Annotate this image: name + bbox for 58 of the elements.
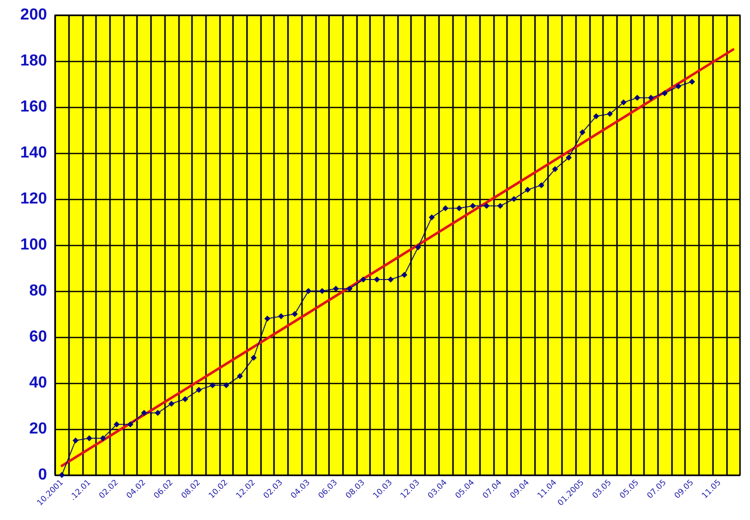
y-tick-label: 120 xyxy=(20,190,48,208)
point xyxy=(332,286,339,292)
point xyxy=(470,202,476,209)
y-tick-label: 180 xyxy=(20,52,48,70)
point xyxy=(606,110,613,117)
point xyxy=(620,99,627,106)
point xyxy=(456,205,462,212)
y-tick-label: 200 xyxy=(20,6,48,24)
y-tick-label: 60 xyxy=(29,328,48,346)
point xyxy=(634,94,640,101)
point xyxy=(689,78,696,85)
point xyxy=(100,435,106,442)
point xyxy=(210,382,216,388)
point xyxy=(58,472,65,478)
y-tick-label: 20 xyxy=(29,420,48,438)
point xyxy=(278,313,284,320)
point xyxy=(127,421,134,428)
point xyxy=(182,396,188,402)
point xyxy=(428,214,435,220)
point xyxy=(648,94,654,101)
y-tick-label: 40 xyxy=(29,374,48,392)
point xyxy=(236,373,243,380)
point xyxy=(264,316,270,322)
point xyxy=(223,382,230,388)
point xyxy=(196,386,202,393)
point xyxy=(141,410,148,416)
y-tick-label: 140 xyxy=(20,144,48,162)
point xyxy=(168,400,174,407)
point xyxy=(566,154,572,161)
point xyxy=(86,435,92,442)
point xyxy=(593,113,600,120)
point xyxy=(415,244,422,250)
point xyxy=(538,182,544,188)
point xyxy=(662,90,668,96)
y-tick-label: 100 xyxy=(20,236,48,254)
point xyxy=(114,421,120,428)
point xyxy=(484,202,490,209)
point xyxy=(250,354,257,361)
y-tick-label: 80 xyxy=(29,282,48,300)
point xyxy=(360,276,366,282)
point xyxy=(292,311,298,317)
point xyxy=(72,438,79,444)
point xyxy=(579,129,586,136)
point xyxy=(510,196,517,202)
y-tick-label: 0 xyxy=(38,466,48,484)
point xyxy=(497,202,504,209)
point xyxy=(305,288,312,294)
point xyxy=(442,205,448,212)
point xyxy=(552,166,558,172)
point xyxy=(388,276,394,282)
point xyxy=(319,288,326,294)
point xyxy=(401,272,408,278)
point xyxy=(374,276,380,282)
point xyxy=(346,286,353,292)
point xyxy=(675,83,682,90)
point xyxy=(154,410,161,416)
point xyxy=(524,186,531,193)
y-tick-label: 160 xyxy=(20,98,48,116)
